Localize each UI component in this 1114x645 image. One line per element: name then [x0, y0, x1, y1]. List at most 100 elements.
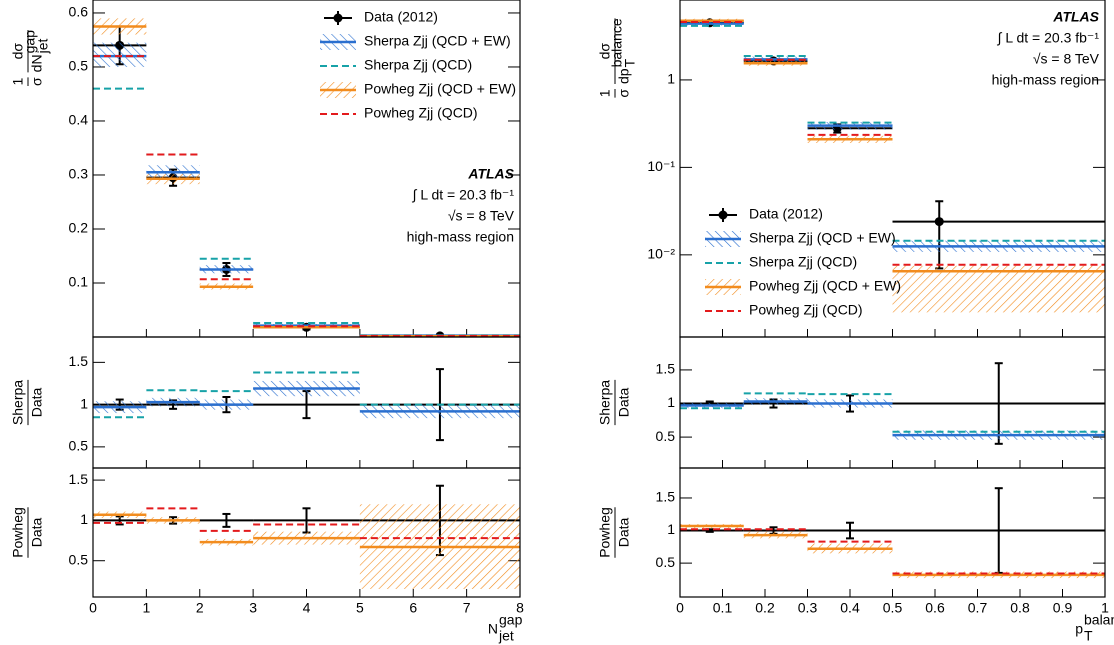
x-tick-label: 0.5 — [883, 600, 903, 616]
legend-label: Sherpa Zjj (QCD + EW) — [364, 33, 511, 49]
y-label-denominator: dp — [616, 68, 632, 84]
y-label-sup: gap — [22, 30, 38, 54]
x-axis-label: p — [1075, 621, 1083, 637]
y-tick-label: 0.3 — [69, 166, 89, 182]
x-tick-label: 3 — [249, 600, 257, 616]
x-tick-label: 0.4 — [840, 600, 860, 616]
y-tick-label: 0.5 — [69, 551, 89, 567]
y-tick-label: 1.5 — [69, 353, 89, 369]
x-tick-label: 0.2 — [755, 600, 775, 616]
plot-area — [680, 18, 1105, 313]
legend-label: Powheg Zjj (QCD + EW) — [749, 278, 901, 294]
uncertainty-band — [892, 265, 1105, 313]
x-tick-label: 8 — [516, 600, 524, 616]
x-tick-label: 6 — [409, 600, 417, 616]
legend-label: Powheg Zjj (QCD + EW) — [364, 81, 516, 97]
y-axis-label: Powheg Data — [597, 507, 632, 558]
y-tick-label: 1 — [80, 511, 88, 527]
x-axis-label-sub: jet — [498, 628, 514, 644]
annotation: high-mass region — [407, 229, 514, 245]
y-label-numerator: dσ — [597, 43, 613, 60]
annotation: ∫ L dt = 20.3 fb⁻¹ — [997, 30, 1100, 46]
panel-frame — [92, 467, 521, 598]
y-tick-label: 0.4 — [69, 112, 89, 128]
plot-area — [93, 368, 520, 442]
plot-area — [680, 362, 1105, 445]
legend-label: Sherpa Zjj (QCD + EW) — [749, 230, 896, 246]
y-label-sup: balance — [609, 18, 625, 67]
y-tick-label: 1.5 — [656, 489, 676, 505]
y-label-numerator: Sherpa — [10, 380, 26, 425]
x-tick-label: 7 — [463, 600, 471, 616]
y-axis-label: Sherpa Data — [10, 380, 45, 426]
y-tick-label: 10⁻¹ — [647, 158, 675, 174]
legend-label: Powheg Zjj (QCD) — [364, 105, 478, 121]
annotation: high-mass region — [992, 72, 1099, 88]
data-point — [934, 217, 944, 227]
plot-area — [93, 18, 520, 337]
y-label-denominator: σ — [29, 77, 45, 86]
x-tick-label: 2 — [196, 600, 204, 616]
y-label-denominator: Data — [616, 518, 632, 548]
x-tick-label: 0.8 — [1010, 600, 1030, 616]
y-tick-label: 0.1 — [69, 274, 89, 290]
x-axis-label-sub: T — [1084, 628, 1093, 644]
legend-label: Powheg Zjj (QCD) — [749, 302, 863, 318]
annotation: √s = 8 TeV — [448, 208, 515, 224]
y-tick-label: 1.5 — [656, 361, 676, 377]
uncertainty-band — [93, 42, 147, 67]
y-label-sub: T — [622, 58, 638, 67]
y-tick-label: 10⁻² — [647, 246, 675, 262]
y-label-denominator: dN — [29, 54, 45, 72]
annotation: √s = 8 TeV — [1033, 51, 1100, 67]
y-tick-label: 1 — [667, 394, 675, 410]
y-tick-label: 0.5 — [69, 58, 89, 74]
y-label-numerator: 1 — [10, 78, 26, 86]
x-tick-label: 1 — [142, 600, 150, 616]
legend-swatch — [718, 210, 728, 220]
y-label-numerator: dσ — [10, 43, 26, 60]
x-tick-label: 0.6 — [925, 600, 945, 616]
y-tick-label: 1 — [667, 521, 675, 537]
legend-label: Data (2012) — [364, 9, 438, 25]
y-axis-label: Sherpa Data — [597, 380, 632, 426]
y-label-denominator: Data — [29, 518, 45, 548]
y-tick-label: 1 — [667, 71, 675, 87]
annotation: ATLAS — [467, 166, 514, 182]
legend-label: Sherpa Zjj (QCD) — [749, 254, 857, 270]
x-axis-label-sup: gap — [499, 612, 523, 628]
y-tick-label: 1.5 — [69, 471, 89, 487]
y-tick-label: 1 — [80, 395, 88, 411]
plot-area — [93, 484, 520, 589]
x-tick-label: 0.7 — [968, 600, 988, 616]
annotation: ∫ L dt = 20.3 fb⁻¹ — [412, 187, 515, 203]
plot-area — [680, 487, 1105, 579]
x-tick-label: 1 — [1101, 600, 1109, 616]
y-label-numerator: 1 — [597, 89, 613, 97]
annotation: ATLAS — [1052, 9, 1099, 25]
y-label-denominator: σ — [616, 89, 632, 98]
x-tick-label: 0.9 — [1053, 600, 1073, 616]
panel-frame — [679, 467, 1106, 598]
y-label-numerator: Sherpa — [597, 380, 613, 425]
y-axis-label: Powheg Data — [10, 507, 45, 558]
x-tick-label: 0.3 — [798, 600, 818, 616]
y-label-denominator: Data — [616, 388, 632, 418]
y-label-numerator: Powheg — [597, 507, 613, 558]
x-tick-label: 5 — [356, 600, 364, 616]
legend-label: Data (2012) — [749, 206, 823, 222]
legend-label: Sherpa Zjj (QCD) — [364, 57, 472, 73]
y-label-numerator: Powheg — [10, 507, 26, 558]
y-tick-label: 0.5 — [656, 554, 676, 570]
y-label-sub: jet — [35, 39, 51, 55]
y-tick-label: 0.2 — [69, 220, 89, 236]
y-tick-label: 0.5 — [69, 438, 89, 454]
y-tick-label: 0.5 — [656, 428, 676, 444]
y-label-denominator: Data — [29, 388, 45, 418]
x-axis-label-sup: balance — [1084, 612, 1114, 628]
x-tick-label: 0 — [676, 600, 684, 616]
